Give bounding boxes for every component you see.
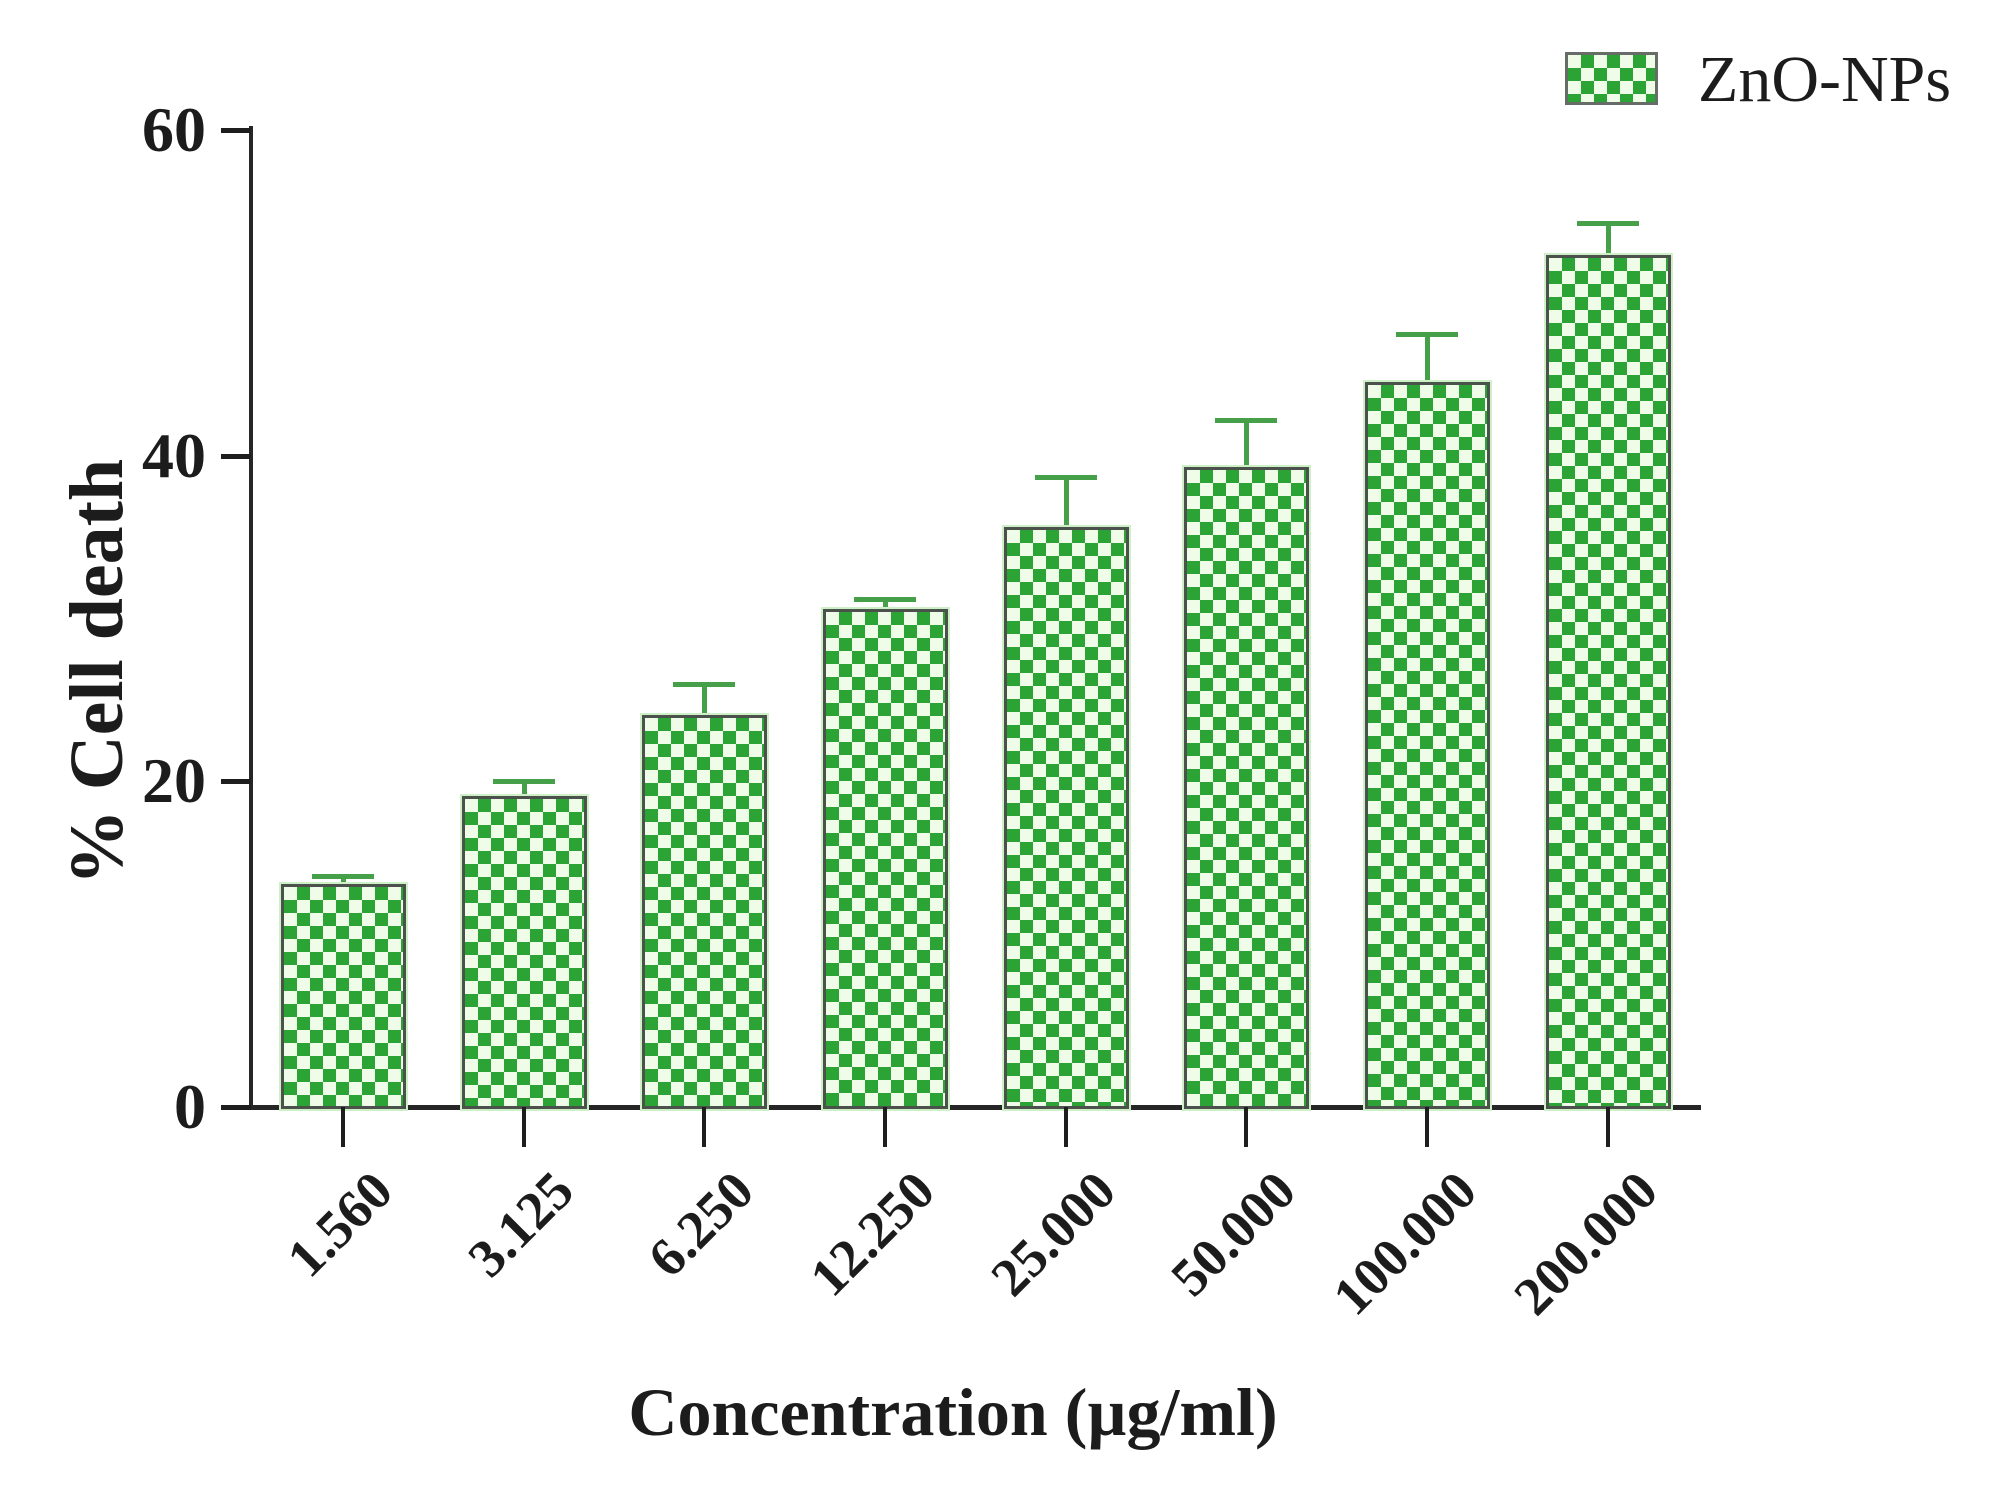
error-bar-cap [1035, 474, 1097, 480]
error-bar-stem [1424, 333, 1430, 405]
bar-3.125 [461, 795, 587, 1109]
error-bar-stem [1605, 222, 1611, 278]
error-bar-cap [312, 873, 374, 879]
legend-swatch-checker [1565, 52, 1658, 105]
y-tick [221, 779, 251, 785]
error-bar-stem [1243, 419, 1249, 490]
bar-1.560 [280, 883, 406, 1109]
bar-200.000 [1545, 255, 1671, 1109]
x-tick-label: 200.000 [1501, 1160, 1669, 1327]
y-axis-line [249, 126, 253, 1110]
bar-12.250 [822, 608, 948, 1109]
x-tick [883, 1107, 887, 1147]
x-tick [1606, 1107, 1610, 1147]
y-tick-label: 0 [174, 1071, 206, 1142]
error-bar-stem [1063, 476, 1069, 550]
error-bar-stem [701, 683, 707, 737]
x-tick-label: 50.000 [1158, 1160, 1307, 1308]
x-tick-label: 3.125 [456, 1160, 585, 1289]
x-axis-title: Concentration (µg/ml) [628, 1374, 1278, 1450]
x-tick-label: 12.250 [797, 1160, 946, 1308]
x-axis-line [245, 1105, 1701, 1110]
y-tick-label: 60 [142, 94, 206, 166]
x-tick [1064, 1107, 1068, 1147]
y-tick [221, 128, 251, 134]
x-tick [1244, 1107, 1248, 1147]
error-bar-cap [493, 779, 555, 785]
error-bar-cap [1396, 331, 1458, 337]
x-tick-label: 1.560 [275, 1160, 404, 1289]
x-tick [702, 1107, 706, 1147]
bar-100.000 [1364, 382, 1490, 1109]
legend-label: ZnO-NPs [1698, 43, 1952, 116]
y-tick-label: 20 [142, 745, 206, 817]
bar-6.250 [641, 714, 767, 1109]
bar-25.000 [1003, 527, 1129, 1109]
y-tick-label: 40 [142, 419, 206, 491]
x-tick [1425, 1107, 1429, 1147]
error-bar-cap [673, 681, 735, 687]
error-bar-cap [1577, 220, 1639, 226]
x-tick-label: 25.000 [978, 1160, 1127, 1308]
x-tick-label: 6.250 [636, 1160, 765, 1289]
error-bar-cap [1215, 417, 1277, 423]
y-tick [221, 1105, 251, 1110]
y-tick [221, 453, 251, 459]
bar-50.000 [1183, 467, 1309, 1109]
x-tick-label: 100.000 [1320, 1160, 1488, 1327]
x-tick [522, 1107, 526, 1147]
x-tick [341, 1107, 345, 1147]
error-bar-cap [854, 596, 916, 602]
